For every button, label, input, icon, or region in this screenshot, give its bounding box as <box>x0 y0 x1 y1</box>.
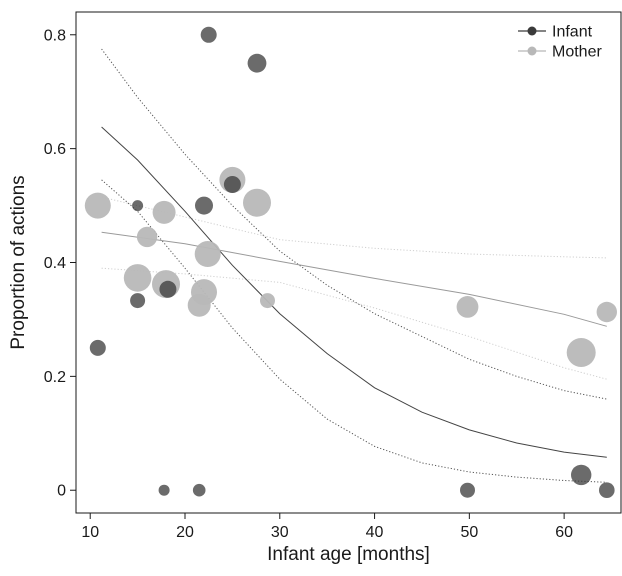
mother-point <box>260 293 275 309</box>
y-tick-label: 0.6 <box>44 141 66 158</box>
y-tick-label: 0.8 <box>44 27 66 44</box>
mother-point <box>123 264 152 292</box>
mother-point <box>84 192 111 219</box>
mother-ci-upper <box>101 196 607 259</box>
mother-point <box>566 338 596 367</box>
infant-point <box>192 483 206 497</box>
mother-point <box>152 200 176 224</box>
x-tick-label: 50 <box>460 524 478 541</box>
infant-ci-upper <box>101 48 607 400</box>
y-axis-title: Proportion of actions <box>8 175 29 349</box>
infant-point <box>158 484 170 496</box>
mother-point <box>456 296 479 318</box>
fit-lines <box>101 126 607 458</box>
x-axis-title: Infant age [months] <box>267 544 430 565</box>
infant-point <box>159 280 177 298</box>
infant-point <box>200 26 217 43</box>
x-tick-label: 20 <box>176 524 194 541</box>
infant-point <box>571 464 592 486</box>
infant-point <box>223 176 241 193</box>
mother-ci-lower <box>101 267 607 380</box>
data-points <box>84 26 617 499</box>
x-tick-label: 30 <box>271 524 289 541</box>
x-tick-label: 40 <box>366 524 384 541</box>
mother-point <box>243 188 271 217</box>
x-tick-label: 60 <box>555 524 573 541</box>
y-tick-label: 0.4 <box>44 255 66 272</box>
infant-point <box>247 53 267 73</box>
x-axis: 10 20 30 40 50 60 <box>81 513 573 541</box>
plot-frame <box>75 11 622 514</box>
legend-label: Infant <box>552 24 593 41</box>
x-tick-label: 10 <box>81 524 99 541</box>
y-tick-label: 0 <box>57 483 66 500</box>
mother-fit-line <box>101 231 607 327</box>
legend: Infant Mother <box>518 24 602 61</box>
mother-point <box>194 241 221 267</box>
infant-point <box>132 200 144 212</box>
infant-point <box>599 482 615 499</box>
y-axis: 0 0.2 0.4 0.6 0.8 <box>44 27 76 500</box>
legend-label: Mother <box>552 44 602 61</box>
legend-marker <box>527 26 537 36</box>
mother-point <box>596 301 617 323</box>
infant-point <box>130 293 146 309</box>
infant-ci-lower <box>101 179 607 483</box>
infant-point <box>195 196 213 215</box>
infant-point <box>460 482 475 498</box>
infant-point <box>89 339 106 356</box>
y-tick-label: 0.2 <box>44 369 66 386</box>
legend-marker <box>527 46 537 56</box>
confidence-bands <box>101 48 607 483</box>
infant-fit-line <box>101 126 607 458</box>
mother-point <box>136 226 158 248</box>
mother-point <box>191 279 217 306</box>
